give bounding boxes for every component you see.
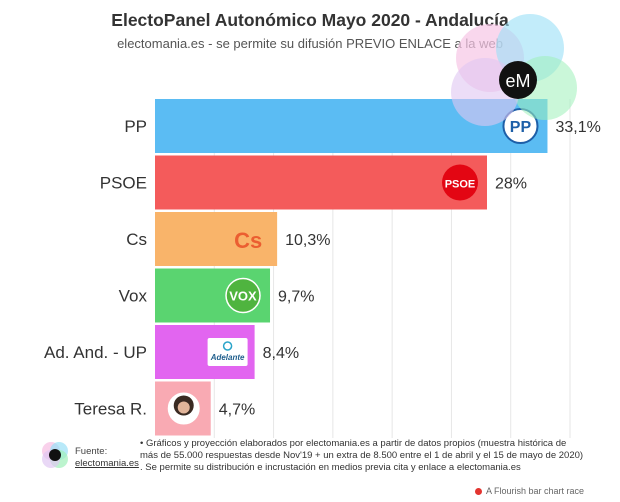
value-label: 4,7% [219,402,255,419]
vox-logo-icon: VOX [225,277,261,314]
value-label: 8,4% [263,345,299,362]
value-label: 9,7% [278,289,314,306]
footer-note: • Gráficos y proyección elaborados por e… [140,438,584,473]
bar[interactable] [155,212,278,266]
category-label: Vox [119,287,148,306]
footer-logo [40,440,135,480]
pp-logo-icon: PP [502,108,539,144]
category-label: PP [124,117,147,136]
source-link[interactable]: electomania.es [75,458,139,469]
chart-title: ElectoPanel Autonómico Mayo 2020 - Andal… [111,10,509,30]
value-label: 10,3% [285,232,330,249]
electomania-badge-text: eM [505,71,530,91]
bar[interactable] [155,155,487,210]
flourish-credit-text: A Flourish bar chart race [485,486,584,496]
flourish-credit[interactable]: A Flourish bar chart race [474,486,584,496]
chart-subtitle: electomania.es - se permite su difusión … [117,36,503,51]
category-label: Teresa R. [74,400,147,419]
value-label: 28% [495,176,527,193]
svg-text:PSOE: PSOE [445,179,476,191]
category-label: PSOE [100,174,147,193]
teresa-photo-icon [165,390,202,427]
category-label: Cs [126,230,147,249]
value-label: 33,1% [555,119,600,136]
electomania-logo: eM [451,14,577,126]
cs-logo-icon: Cs [234,228,262,253]
psoe-logo-icon: PSOE [442,164,478,201]
svg-text:Adelante: Adelante [210,353,245,362]
svg-text:Cs: Cs [234,228,262,253]
adelante-logo-icon: Adelante [207,338,248,366]
electomania-small-icon [42,442,68,468]
footer-source: Fuente: electomania.es [75,446,139,470]
source-label: Fuente: [75,446,108,457]
svg-text:PP: PP [510,119,532,136]
svg-text:VOX: VOX [229,289,257,304]
bar-chart: PP 33,1% PP PSOE 28% PSOE Cs 10,3% Cs Vox 9,7% VOX A… [44,14,601,438]
category-label: Ad. And. - UP [44,343,147,362]
flourish-dot-icon [474,488,482,496]
